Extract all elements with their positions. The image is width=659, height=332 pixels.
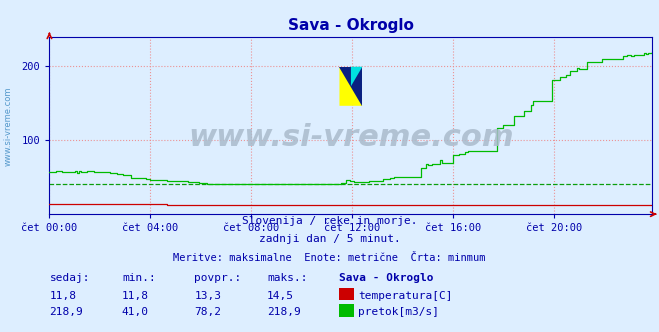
Text: 218,9: 218,9 bbox=[49, 307, 83, 317]
Text: sedaj:: sedaj: bbox=[49, 273, 90, 283]
Text: 78,2: 78,2 bbox=[194, 307, 221, 317]
Title: Sava - Okroglo: Sava - Okroglo bbox=[288, 18, 414, 33]
Text: maks.:: maks.: bbox=[267, 273, 307, 283]
Polygon shape bbox=[339, 67, 362, 106]
Polygon shape bbox=[339, 67, 362, 106]
Text: 11,8: 11,8 bbox=[49, 291, 76, 301]
Text: 11,8: 11,8 bbox=[122, 291, 149, 301]
Text: Sava - Okroglo: Sava - Okroglo bbox=[339, 273, 434, 283]
Text: Meritve: maksimalne  Enote: metrične  Črta: minmum: Meritve: maksimalne Enote: metrične Črta… bbox=[173, 253, 486, 263]
Text: povpr.:: povpr.: bbox=[194, 273, 242, 283]
Text: 14,5: 14,5 bbox=[267, 291, 294, 301]
Text: www.si-vreme.com: www.si-vreme.com bbox=[3, 86, 13, 166]
Text: www.si-vreme.com: www.si-vreme.com bbox=[188, 123, 514, 152]
Polygon shape bbox=[351, 67, 362, 86]
Text: min.:: min.: bbox=[122, 273, 156, 283]
Text: temperatura[C]: temperatura[C] bbox=[358, 291, 452, 301]
Text: zadnji dan / 5 minut.: zadnji dan / 5 minut. bbox=[258, 234, 401, 244]
Text: 41,0: 41,0 bbox=[122, 307, 149, 317]
Text: 218,9: 218,9 bbox=[267, 307, 301, 317]
Text: pretok[m3/s]: pretok[m3/s] bbox=[358, 307, 439, 317]
Text: 13,3: 13,3 bbox=[194, 291, 221, 301]
Text: Slovenija / reke in morje.: Slovenija / reke in morje. bbox=[242, 216, 417, 226]
